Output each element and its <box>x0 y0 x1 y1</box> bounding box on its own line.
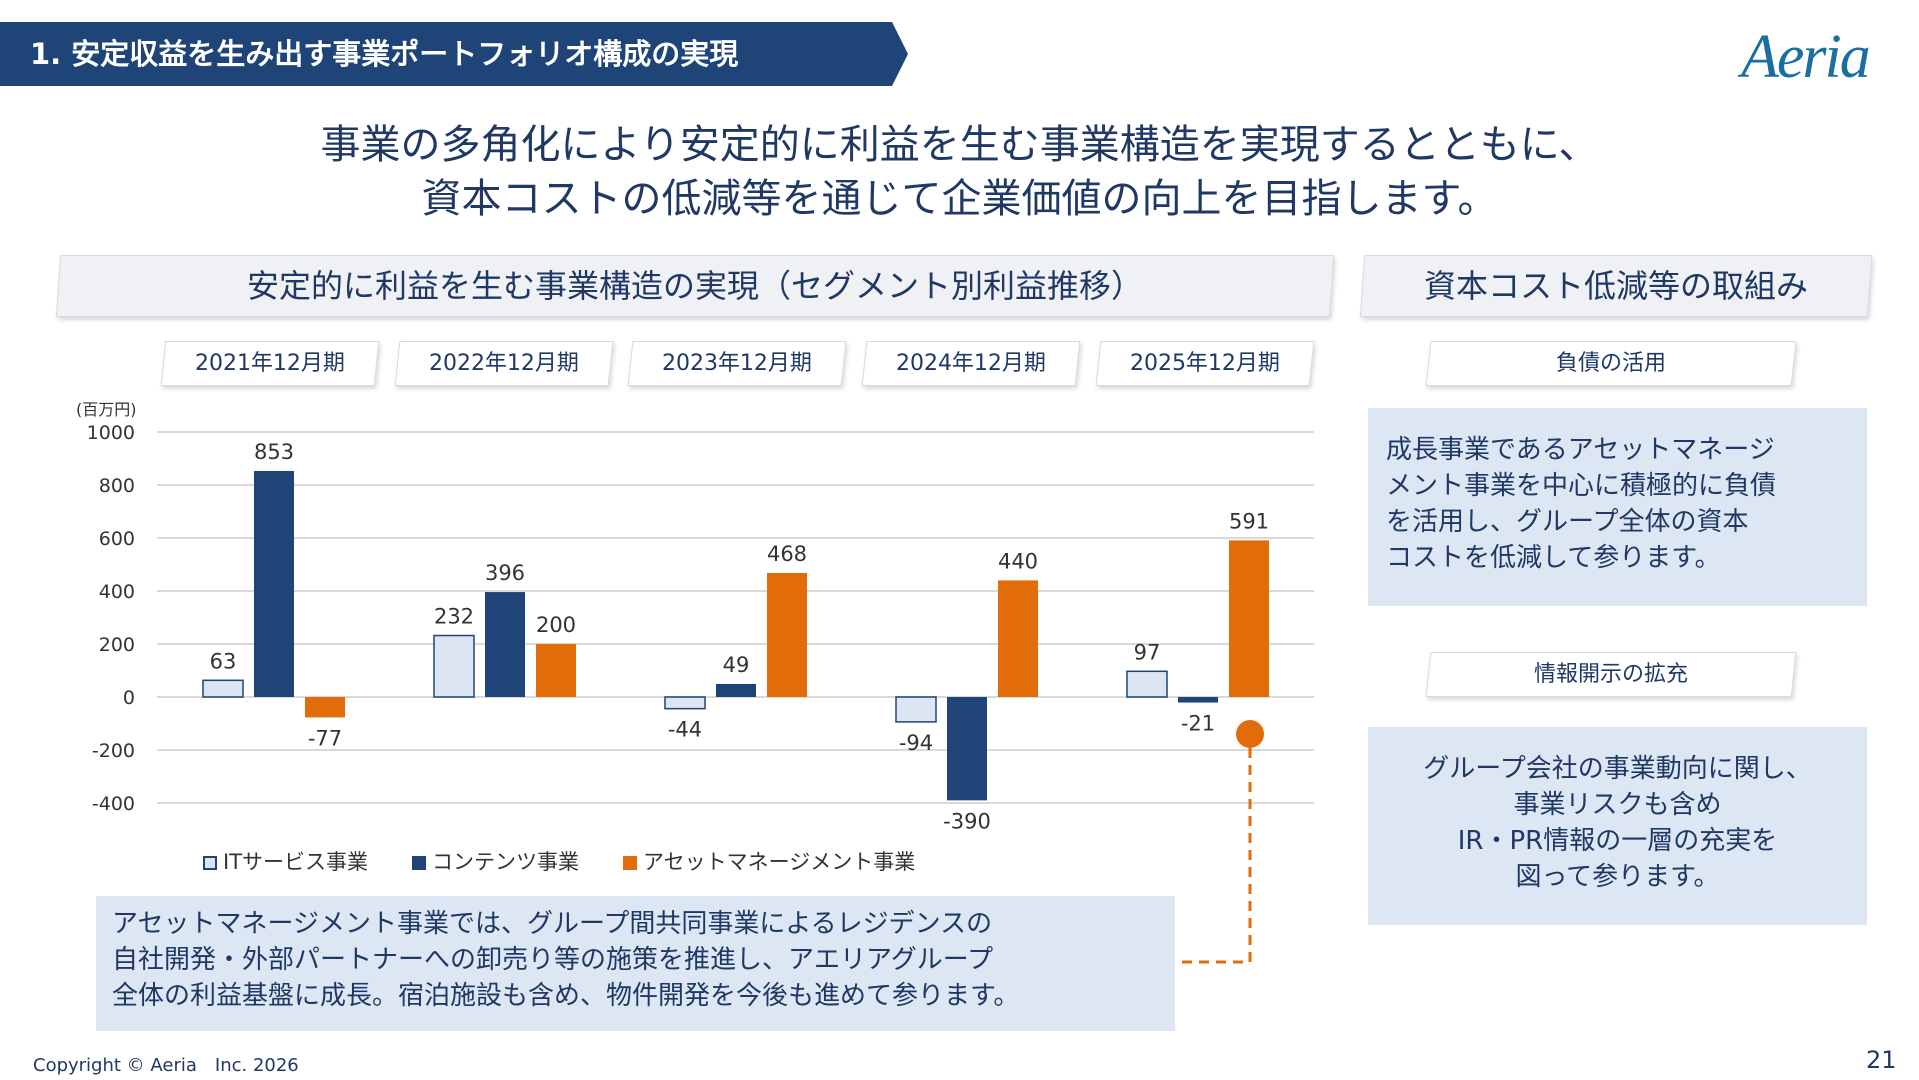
legend-item: アセットマネージメント事業 <box>623 846 915 876</box>
bar <box>485 592 525 697</box>
y-tick-label: -200 <box>92 740 135 762</box>
data-label: -94 <box>899 731 933 755</box>
headline-line-2: 資本コストの低減等を通じて企業価値の向上を目指します。 <box>421 176 1498 222</box>
y-tick-label: 200 <box>99 634 135 656</box>
right-section-title: 資本コスト低減等の取組み <box>1423 267 1808 305</box>
bar <box>254 470 294 697</box>
legend-item: コンテンツ事業 <box>412 846 579 876</box>
aeria-logo: Aeria <box>1741 23 1871 91</box>
right-section-header: 資本コスト低減等の取組み <box>1359 255 1873 317</box>
year-label: 2022年12月期 <box>428 351 579 376</box>
left-section-title: 安定的に利益を生む事業構造の実現（セグメント別利益推移） <box>246 267 1143 305</box>
bar <box>433 634 475 698</box>
y-tick-label: 400 <box>99 581 135 603</box>
text-line: IR・PR情報の一層の充実を <box>1457 826 1778 856</box>
text-line: コストを低減して参ります。 <box>1386 543 1721 573</box>
bar <box>998 580 1038 697</box>
year-tab: 2022年12月期 <box>394 341 614 386</box>
data-label: 97 <box>1134 640 1161 664</box>
y-tick-label: 1000 <box>87 422 135 444</box>
data-label: 396 <box>485 561 525 585</box>
unit-label: (百万円) <box>76 400 137 419</box>
data-label: 63 <box>210 649 237 673</box>
dashed-leader-line <box>1178 748 1252 964</box>
bar <box>202 679 244 698</box>
data-label: 468 <box>767 542 807 566</box>
label-text: 情報開示の拡充 <box>1533 662 1688 687</box>
headline-line-1: 事業の多角化により安定的に利益を生む事業構造を実現するとともに、 <box>320 122 1599 168</box>
legend-label: アセットマネージメント事業 <box>643 850 916 874</box>
initiative-box-disclosure: グループ会社の事業動向に関し、 事業リスクも含め IR・PR情報の一層の充実を … <box>1368 727 1867 925</box>
bar <box>716 684 756 697</box>
data-label: 591 <box>1229 509 1269 533</box>
bar <box>305 697 345 718</box>
text-line: 自社開発・外部パートナーへの卸売り等の施策を推進し、アエリアグループ <box>112 945 994 975</box>
y-tick-label: 600 <box>99 528 135 550</box>
bar <box>536 644 576 697</box>
data-label: 232 <box>434 605 474 629</box>
left-section-header: 安定的に利益を生む事業構造の実現（セグメント別利益推移） <box>55 255 1335 317</box>
initiative-label-debt: 負債の活用 <box>1425 341 1797 386</box>
data-label: 49 <box>723 653 750 677</box>
data-label: -44 <box>668 718 702 742</box>
initiative-label-disclosure: 情報開示の拡充 <box>1425 652 1797 697</box>
bar <box>1178 697 1218 703</box>
text-line: 事業リスクも含め <box>1513 790 1722 820</box>
legend-swatch <box>412 856 427 870</box>
data-label: 200 <box>536 613 576 637</box>
data-label: 440 <box>998 549 1038 573</box>
text-line: を活用し、グループ全体の資本 <box>1386 507 1749 537</box>
legend-item: ITサービス事業 <box>203 846 368 876</box>
y-tick-label: -400 <box>92 793 135 815</box>
bar <box>1126 670 1168 698</box>
y-tick-label: 0 <box>123 687 135 709</box>
bar <box>947 697 987 801</box>
copyright: Copyright © Aeria Inc. 2026 <box>33 1055 299 1076</box>
segment-profit-chart: 1000 800 600 400 200 0 -200 -400 63 853 -77 232 396 2… <box>87 422 1314 833</box>
page-number: 21 <box>1866 1046 1897 1074</box>
bar <box>767 572 807 697</box>
year-label: 2024年12月期 <box>895 351 1046 376</box>
bar <box>895 696 937 723</box>
callout-dot <box>1236 720 1264 748</box>
year-label: 2025年12月期 <box>1129 351 1280 376</box>
legend-swatch <box>623 856 638 870</box>
bar <box>1229 540 1269 697</box>
legend-label: ITサービス事業 <box>223 850 369 874</box>
label-text: 負債の活用 <box>1555 351 1666 376</box>
callout-connector <box>1178 720 1264 964</box>
text-line: メント事業を中心に積極的に負債 <box>1386 471 1777 501</box>
year-tab: 2021年12月期 <box>160 341 380 386</box>
text-line: アセットマネージメント事業では、グループ間共同事業によるレジデンスの <box>112 909 993 939</box>
section-banner: 1. 安定収益を生み出す事業ポートフォリオ構成の実現 <box>0 22 908 86</box>
year-tab: 2023年12月期 <box>627 341 847 386</box>
year-label: 2021年12月期 <box>194 351 345 376</box>
text-line: 図って参ります。 <box>1515 862 1720 892</box>
year-label: 2023年12月期 <box>661 351 812 376</box>
chart-legend: ITサービス事業 コンテンツ事業 アセットマネージメント事業 <box>203 846 915 876</box>
text-line: 全体の利益基盤に成長。宿泊施設も含め、物件開発を今後も進めて参ります。 <box>112 981 1020 1011</box>
year-tab: 2025年12月期 <box>1095 341 1315 386</box>
data-label: -77 <box>308 726 342 750</box>
bar <box>664 696 706 710</box>
data-label: -390 <box>943 809 991 833</box>
y-tick-label: 800 <box>99 475 135 497</box>
text-line: グループ会社の事業動向に関し、 <box>1423 754 1812 784</box>
text-line: 成長事業であるアセットマネージ <box>1386 435 1775 465</box>
year-tab: 2024年12月期 <box>861 341 1081 386</box>
initiative-box-debt: 成長事業であるアセットマネージ メント事業を中心に積極的に負債 を活用し、グルー… <box>1368 408 1867 606</box>
legend-swatch <box>203 856 217 870</box>
asset-management-callout: アセットマネージメント事業では、グループ間共同事業によるレジデンスの 自社開発・… <box>96 896 1175 1031</box>
legend-label: コンテンツ事業 <box>432 850 580 874</box>
data-label: 853 <box>254 440 294 464</box>
data-label: -21 <box>1181 712 1215 736</box>
